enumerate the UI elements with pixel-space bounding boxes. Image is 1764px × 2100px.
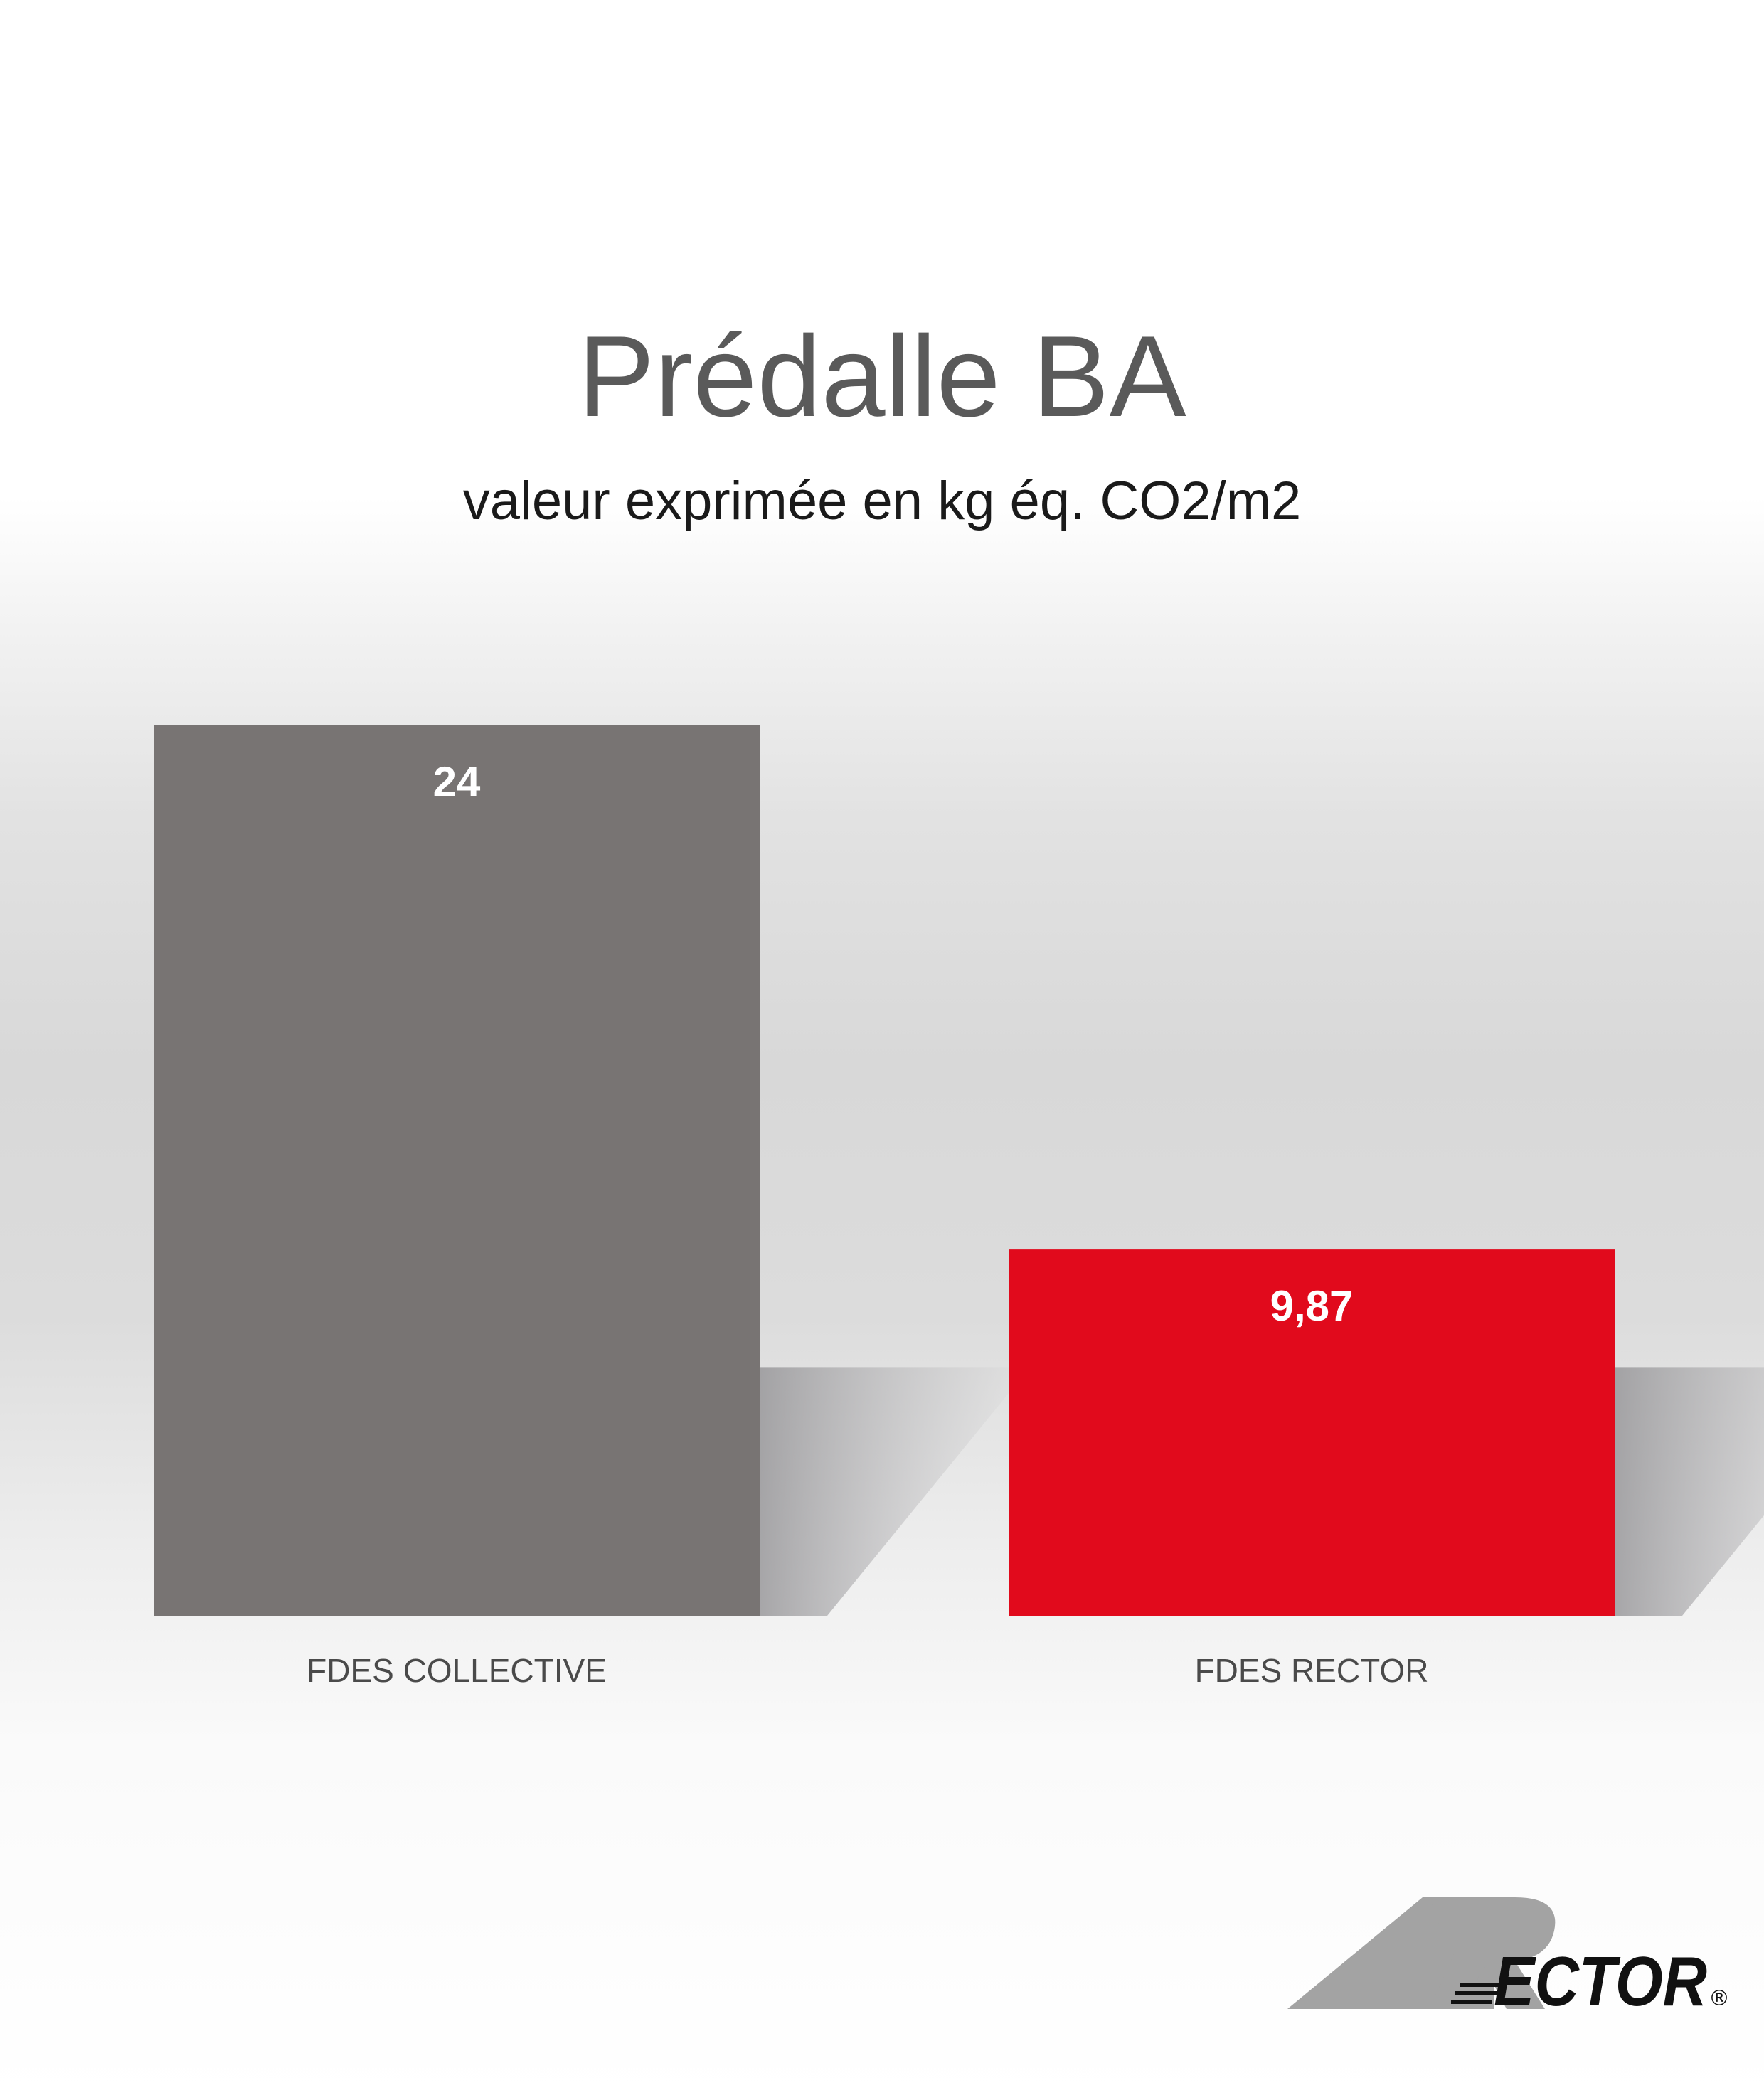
category-labels: FDES COLLECTIVE FDES RECTOR [307,1652,1428,1689]
bar-shadows [760,1367,1764,1616]
bar-fdes-rector [1009,1249,1615,1616]
bars [154,725,1615,1616]
logo-stripes [1451,1983,1501,2004]
category-label-fdes-collective: FDES COLLECTIVE [307,1652,607,1689]
rector-logo: ECTOR ® [1287,1897,1730,2020]
shadow-fdes-rector [1615,1367,1764,1616]
bar-fdes-collective [154,725,760,1616]
value-label-fdes-rector: 9,87 [1270,1282,1354,1330]
logo-text: ECTOR [1494,1942,1707,2020]
value-labels: 249,87 [433,758,1354,1330]
logo-r-shape [1430,1897,1556,2009]
chart-subtitle: valeur exprimée en kg éq. CO2/m2 [462,471,1302,531]
category-label-fdes-rector: FDES RECTOR [1195,1652,1429,1689]
chart-title: Prédalle BA [578,312,1186,441]
value-label-fdes-collective: 24 [433,758,481,806]
shadow-fdes-collective [760,1367,1030,1616]
logo-registered-mark: ® [1709,1986,1730,2011]
